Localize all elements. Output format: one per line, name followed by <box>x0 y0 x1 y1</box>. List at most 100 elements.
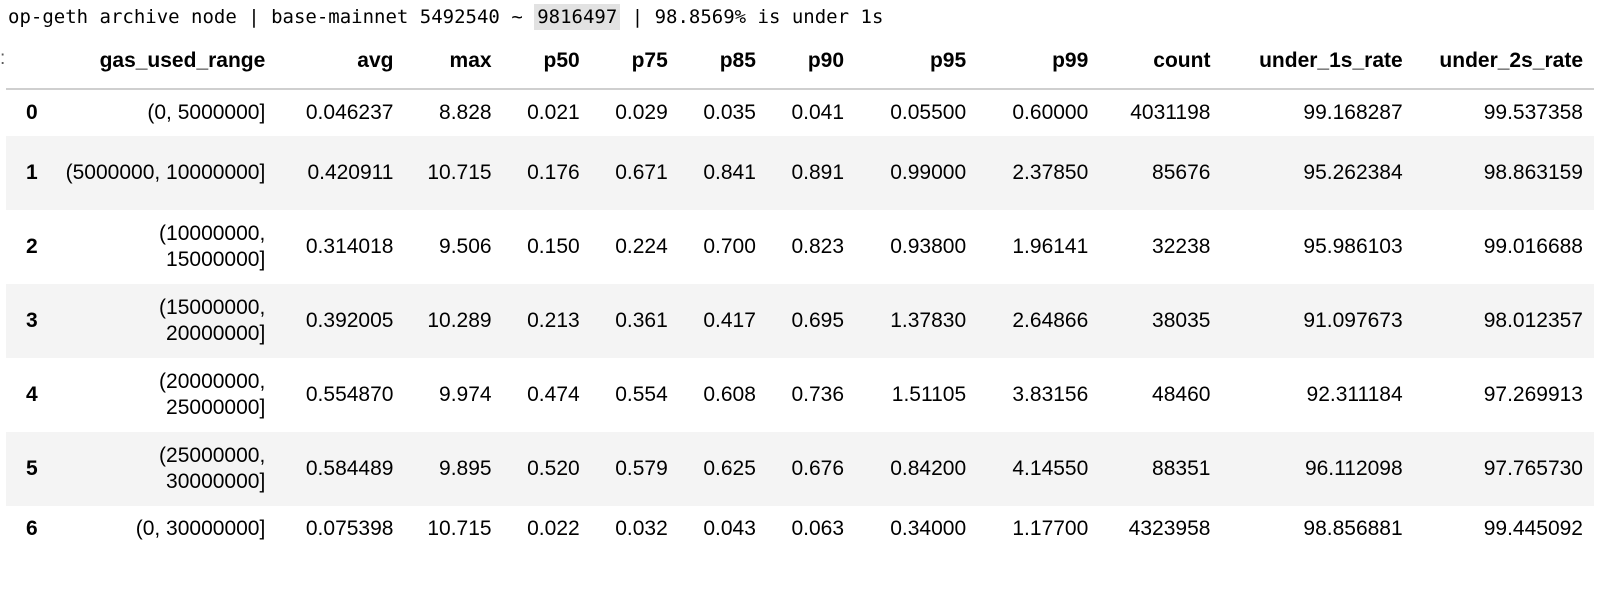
table-row: 4 (20000000, 25000000] 0.554870 9.974 0.474 0… <box>6 358 1594 432</box>
table-cell: 95.986103 <box>1303 235 1403 259</box>
table-cell: 91.097673 <box>1303 309 1403 333</box>
table-cell: (20000000, 25000000] <box>159 370 266 419</box>
dataframe-table-wrapper: gas_used_range avg max p50 p75 p85 p90 p… <box>0 38 1600 552</box>
table-cell: 0.046237 <box>305 101 394 125</box>
table-cell: 85676 <box>1152 161 1211 185</box>
table-cell: 0.695 <box>791 309 845 333</box>
table-cell: 0.021 <box>527 101 580 125</box>
column-header-p99: p99 <box>977 38 1100 90</box>
table-cell: 9.895 <box>439 457 492 481</box>
table-cell: 0.022 <box>527 517 580 541</box>
column-header-index <box>6 38 55 90</box>
table-cell: 48460 <box>1152 383 1211 407</box>
column-header-max: max <box>404 38 503 90</box>
table-cell: 4323958 <box>1128 517 1211 541</box>
column-header-under-2s-rate: under_2s_rate <box>1413 38 1594 90</box>
table-cell: 0.392005 <box>305 309 394 333</box>
table-row: 0 (0, 5000000] 0.046237 8.828 0.021 0.029 0.03… <box>6 89 1594 136</box>
table-cell: 1.51105 <box>891 383 967 407</box>
table-cell: 0.032 <box>615 517 668 541</box>
table-cell: 4031198 <box>1130 101 1211 125</box>
table-cell: 0.150 <box>527 235 580 259</box>
table-cell: 97.269913 <box>1483 383 1583 407</box>
table-cell: 0.99000 <box>890 161 967 185</box>
column-header-p90: p90 <box>766 38 856 90</box>
table-cell: 1.17700 <box>1012 517 1089 541</box>
table-cell: 0.625 <box>703 457 756 481</box>
clipped-edge-artifact: : <box>0 49 4 68</box>
column-header-p50: p50 <box>502 38 591 90</box>
table-cell: 10.715 <box>427 161 492 185</box>
title-prefix: op-geth archive node | base-mainnet 5492… <box>8 6 535 28</box>
row-index-cell: 4 <box>26 383 38 407</box>
column-header-gas-used-range: gas_used_range <box>54 38 277 90</box>
table-header-row: gas_used_range avg max p50 p75 p85 p90 p… <box>6 38 1594 90</box>
table-cell: 95.262384 <box>1303 161 1403 185</box>
table-cell: 0.05500 <box>890 101 967 125</box>
table-cell: 0.736 <box>791 383 845 407</box>
table-cell: 92.311184 <box>1306 383 1403 407</box>
table-cell: 0.029 <box>615 101 668 125</box>
table-cell: 0.84200 <box>890 457 967 481</box>
title-highlighted-block: 9816497 <box>534 4 621 30</box>
row-index-cell: 2 <box>26 235 38 259</box>
table-cell: 0.176 <box>527 161 580 185</box>
table-cell: 1.37830 <box>890 309 967 333</box>
table-cell: 88351 <box>1152 457 1211 481</box>
dataframe-table: gas_used_range avg max p50 p75 p85 p90 p… <box>6 38 1594 552</box>
row-index-cell: 3 <box>26 309 38 333</box>
table-cell: 99.016688 <box>1483 235 1583 259</box>
table-cell: 0.213 <box>527 309 580 333</box>
table-cell: 38035 <box>1152 309 1211 333</box>
title-suffix: | 98.8569% is under 1s <box>620 6 884 28</box>
table-cell: (5000000, 10000000] <box>65 161 266 185</box>
table-cell: 0.474 <box>527 383 580 407</box>
table-cell: 0.608 <box>703 383 756 407</box>
table-row: 1 (5000000, 10000000] 0.420911 10.715 0.176 0… <box>6 136 1594 210</box>
table-cell: (25000000, 30000000] <box>159 444 266 493</box>
table-cell: 0.841 <box>703 161 756 185</box>
table-cell: 0.224 <box>615 235 668 259</box>
table-cell: 0.676 <box>791 457 845 481</box>
table-cell: 98.863159 <box>1483 161 1583 185</box>
column-header-under-1s-rate: under_1s_rate <box>1221 38 1414 90</box>
table-cell: 0.314018 <box>305 235 394 259</box>
table-cell: 99.445092 <box>1483 517 1583 541</box>
table-cell: 0.891 <box>791 161 845 185</box>
table-row: 6 (0, 30000000] 0.075398 10.715 0.022 0.032 0.… <box>6 506 1594 552</box>
table-cell: 0.417 <box>703 309 756 333</box>
table-cell: 10.715 <box>427 517 492 541</box>
table-cell: 0.700 <box>703 235 756 259</box>
column-header-p75: p75 <box>590 38 679 90</box>
table-cell: 2.37850 <box>1012 161 1089 185</box>
table-cell: 9.974 <box>439 383 492 407</box>
row-index-cell: 0 <box>26 101 38 125</box>
table-cell: 2.64866 <box>1012 309 1089 333</box>
table-cell: 0.671 <box>615 161 668 185</box>
table-cell: (15000000, 20000000] <box>159 296 266 345</box>
table-cell: (0, 5000000] <box>147 101 266 125</box>
table-cell: 96.112098 <box>1304 457 1403 481</box>
table-cell: 9.506 <box>439 235 492 259</box>
column-header-p95: p95 <box>855 38 978 90</box>
table-cell: 97.765730 <box>1483 457 1583 481</box>
table-cell: 3.83156 <box>1012 383 1089 407</box>
table-cell: 32238 <box>1152 235 1211 259</box>
table-cell: 10.289 <box>427 309 492 333</box>
table-cell: 0.584489 <box>305 457 394 481</box>
table-row: 2 (10000000, 15000000] 0.314018 9.506 0.150 0… <box>6 210 1594 284</box>
table-cell: 98.856881 <box>1303 517 1403 541</box>
table-cell: 0.34000 <box>890 517 967 541</box>
table-cell: 0.93800 <box>890 235 967 259</box>
table-cell: 0.035 <box>703 101 756 125</box>
table-cell: 0.043 <box>703 517 756 541</box>
table-cell: 98.012357 <box>1483 309 1583 333</box>
row-index-cell: 5 <box>26 457 38 481</box>
table-cell: 1.96141 <box>1012 235 1089 259</box>
table-body: 0 (0, 5000000] 0.046237 8.828 0.021 0.029 0.03… <box>6 89 1594 552</box>
column-header-avg: avg <box>276 38 405 90</box>
row-index-cell: 1 <box>26 161 38 185</box>
table-cell: (10000000, 15000000] <box>159 222 266 271</box>
table-row: 5 (25000000, 30000000] 0.584489 9.895 0.520 0… <box>6 432 1594 506</box>
